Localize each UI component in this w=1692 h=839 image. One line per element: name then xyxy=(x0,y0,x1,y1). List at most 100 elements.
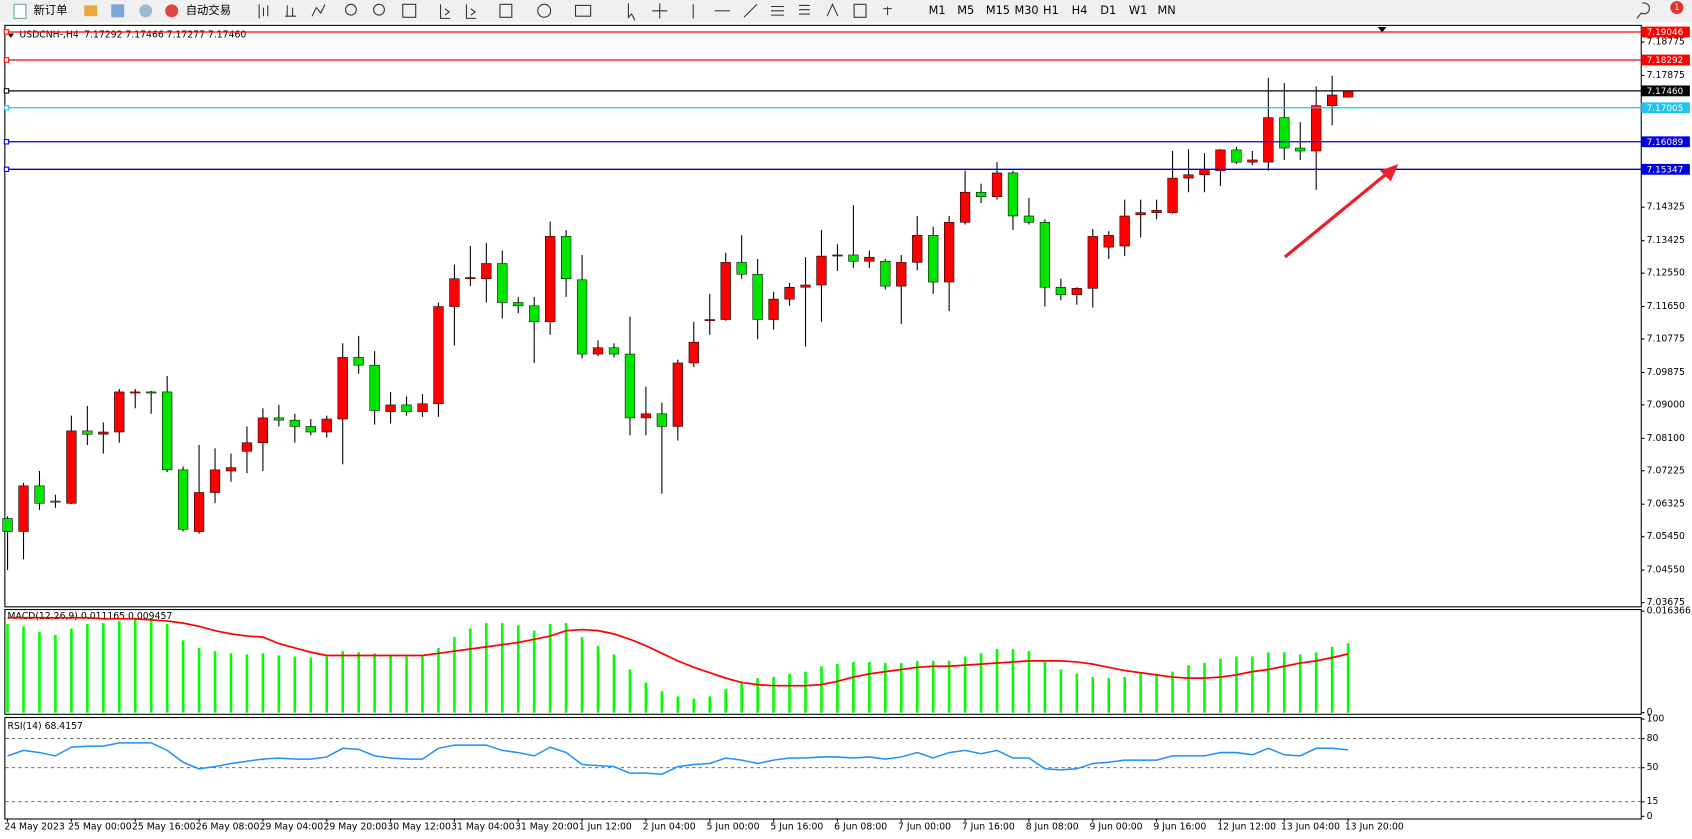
timeframe-button[interactable]: M30 xyxy=(1014,3,1038,17)
price-line-handle[interactable] xyxy=(3,139,10,145)
timeframe-button[interactable]: M5 xyxy=(957,3,974,17)
macd-bar xyxy=(915,660,919,713)
y-tick-label: 7.04550 xyxy=(1647,565,1685,576)
macd-bar xyxy=(692,698,696,713)
macd-bar xyxy=(38,631,41,713)
macd-bar xyxy=(884,663,887,713)
notification-badge[interactable] xyxy=(1670,1,1684,15)
auto-trading-button[interactable]: 自动交易 xyxy=(186,3,231,17)
candle-body xyxy=(688,341,699,364)
macd-bar xyxy=(213,651,217,713)
new-order-icon[interactable] xyxy=(13,3,27,19)
price-line-handle[interactable] xyxy=(3,166,10,173)
toolbar-icon[interactable] xyxy=(139,4,153,18)
tile-icon[interactable] xyxy=(402,3,417,18)
indicators-icon[interactable] xyxy=(499,3,513,18)
arrow-shaft xyxy=(1283,172,1388,259)
candle-body xyxy=(1183,174,1194,179)
auto-trading-icon[interactable] xyxy=(165,4,179,18)
candle-body xyxy=(1279,117,1290,149)
x-tick-label: 12 Jun 12:00 xyxy=(1217,822,1276,833)
crosshair-icon[interactable] xyxy=(652,3,668,19)
timeframe-button[interactable]: MN xyxy=(1158,3,1176,17)
x-tick-label: 5 Jun 16:00 xyxy=(770,822,823,833)
candle-body xyxy=(497,263,508,303)
timeframe-button[interactable]: M15 xyxy=(986,3,1010,17)
templates-icon[interactable] xyxy=(574,4,592,17)
candle-body xyxy=(401,404,412,412)
macd-bar xyxy=(979,653,983,713)
toolbar-icon[interactable] xyxy=(84,5,98,17)
shift-icon[interactable] xyxy=(465,4,477,19)
macd-bar xyxy=(1203,663,1206,713)
notification-count: 1 xyxy=(1674,3,1680,13)
macd-bar xyxy=(1282,652,1286,713)
candle-body xyxy=(481,263,492,279)
candle-body xyxy=(98,431,109,435)
price-label-bg xyxy=(1641,85,1690,97)
x-tick-label: 8 Jun 08:00 xyxy=(1026,822,1079,833)
toolbar-icon[interactable] xyxy=(111,4,125,18)
y-tick-label: 7.03675 xyxy=(1647,597,1685,608)
shift-marker xyxy=(1377,27,1387,33)
zoom-out-icon[interactable] xyxy=(373,3,385,16)
candle-chart-icon[interactable] xyxy=(285,5,296,17)
macd-bar xyxy=(1235,656,1238,713)
timeframe-button[interactable]: M1 xyxy=(929,3,946,17)
x-tick-label: 5 Jun 00:00 xyxy=(707,822,760,833)
x-tick-label: 9 Jun 16:00 xyxy=(1153,822,1206,833)
timeframe-button[interactable]: H4 xyxy=(1072,3,1088,17)
price-line-handle[interactable] xyxy=(3,29,10,35)
macd-bar xyxy=(1171,671,1174,713)
macd-bar xyxy=(389,655,392,713)
candle-body xyxy=(337,357,348,420)
macd-bar xyxy=(1011,648,1015,713)
y-tick-label: 100 xyxy=(1647,714,1665,725)
periods-icon[interactable] xyxy=(537,3,552,18)
candle-body xyxy=(848,254,859,262)
price-line-handle[interactable] xyxy=(3,88,10,94)
candle-body xyxy=(449,278,460,307)
chart-header: USDCNH-,H4 7.17292 7.17466 7.17277 7.1746… xyxy=(19,29,246,40)
channel-icon[interactable] xyxy=(770,5,784,16)
macd-bar xyxy=(1059,669,1063,713)
bar-chart-icon[interactable] xyxy=(258,4,269,19)
timeframe-bar: M1 M5 M15 M30 H1 H4 D1 W1 MN xyxy=(929,3,1176,17)
y-tick-label: 7.08100 xyxy=(1647,433,1685,444)
timeframe-button[interactable]: W1 xyxy=(1129,3,1147,17)
label-icon[interactable] xyxy=(853,3,867,18)
macd-bar xyxy=(1091,677,1095,713)
macd-bar xyxy=(165,624,169,713)
toolbar: 新订单 自动交易 M1 M5 M1 xyxy=(0,0,1692,23)
text-icon[interactable] xyxy=(826,3,839,17)
toolbar-bg xyxy=(0,0,1692,23)
macd-bar xyxy=(245,654,249,713)
line-chart-icon[interactable] xyxy=(311,4,326,17)
candle-body xyxy=(1023,215,1035,223)
timeframe-button[interactable]: H1 xyxy=(1043,3,1059,17)
zoom-in-icon[interactable] xyxy=(344,3,357,16)
x-tick-label: 7 Jun 16:00 xyxy=(962,822,1015,833)
candle-body xyxy=(1247,159,1258,163)
cursor-icon[interactable] xyxy=(627,3,636,21)
trendline-icon[interactable] xyxy=(743,3,758,18)
candle-body xyxy=(225,467,237,472)
arrows-icon[interactable] xyxy=(883,6,892,16)
search-icon[interactable] xyxy=(1636,2,1650,19)
timeframe-button[interactable]: D1 xyxy=(1100,3,1116,17)
macd-bar xyxy=(357,652,360,713)
x-tick-label: 24 May 2023 xyxy=(4,822,65,833)
macd-signal-line xyxy=(7,616,1349,687)
scroll-icon[interactable] xyxy=(440,4,451,19)
candle-body xyxy=(832,254,843,257)
rsi-line xyxy=(7,742,1349,776)
candle-body xyxy=(385,404,396,412)
fibo-icon[interactable] xyxy=(799,4,810,15)
candle-body xyxy=(162,391,173,471)
price-line-handle[interactable] xyxy=(3,57,10,63)
candle-body xyxy=(177,469,189,530)
price-label: 7.18292 xyxy=(1647,56,1684,66)
price-line-handle[interactable] xyxy=(3,105,10,111)
new-order-button[interactable]: 新订单 xyxy=(33,3,67,17)
